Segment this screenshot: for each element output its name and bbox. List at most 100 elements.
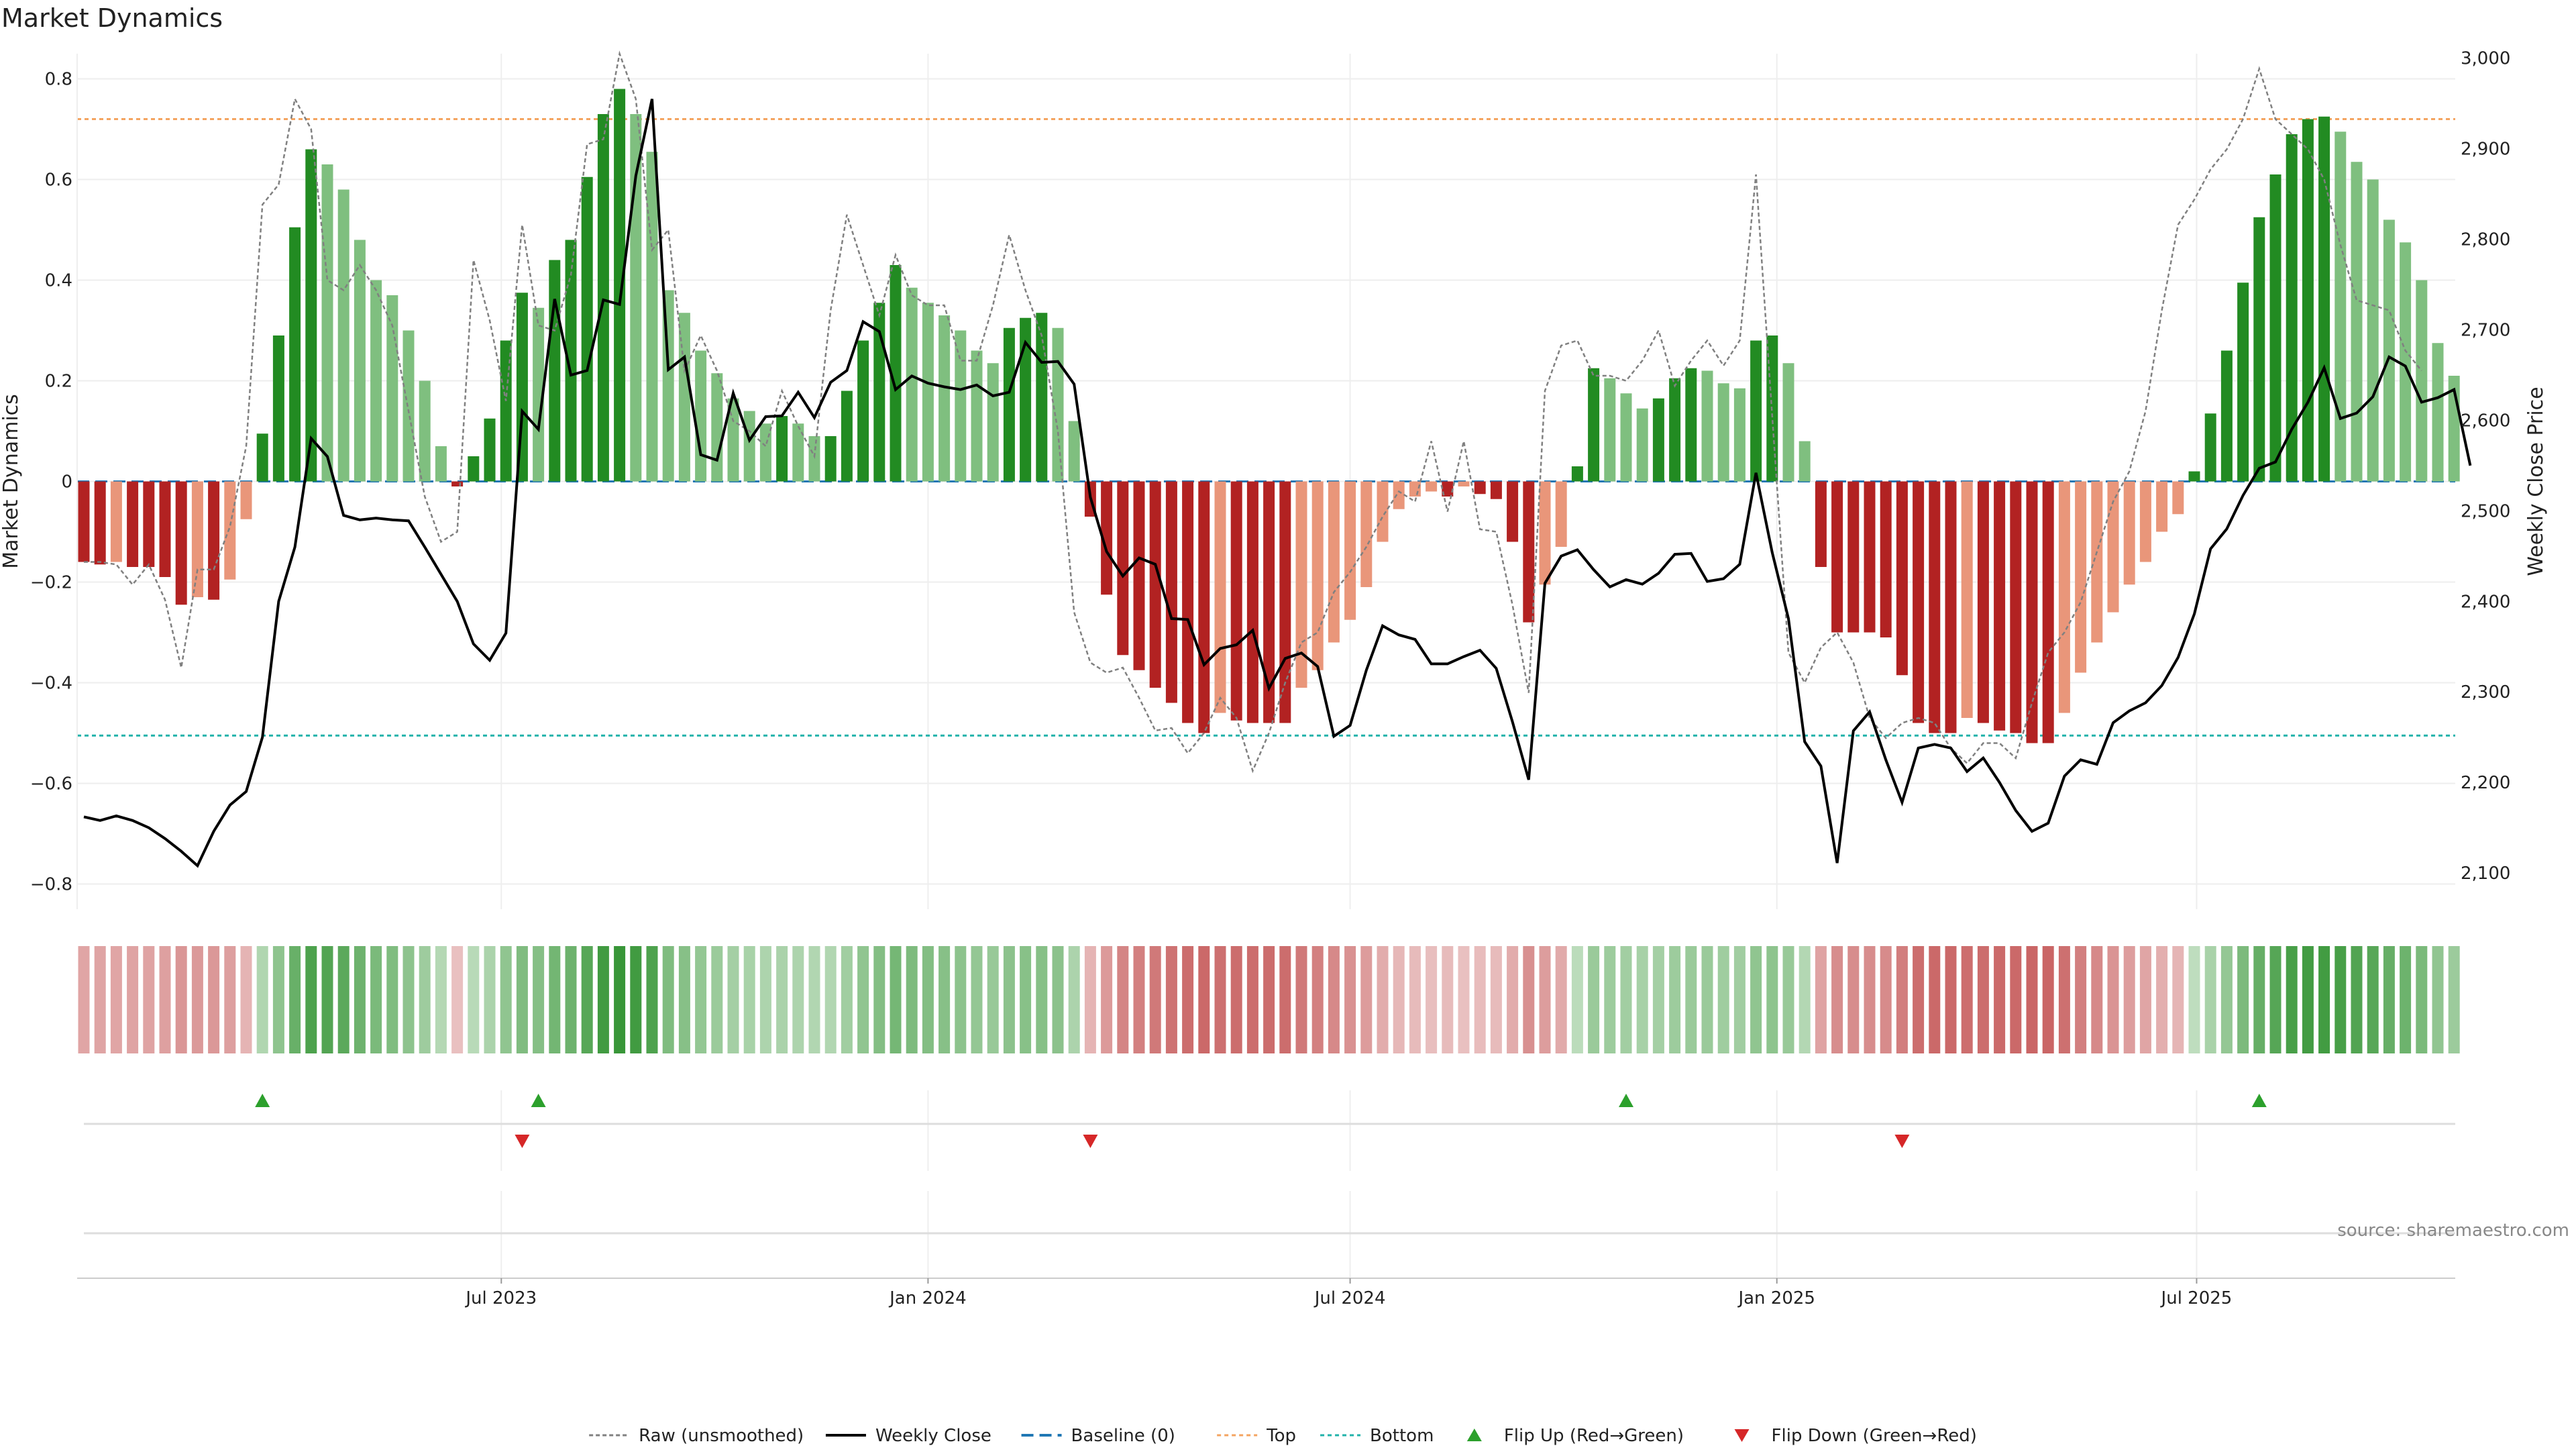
regime-strip-cell	[2058, 946, 2070, 1053]
regime-strip-cell	[1636, 946, 1648, 1053]
market-dynamics-bar	[337, 189, 350, 482]
market-dynamics-bar	[987, 363, 999, 482]
market-dynamics-bar	[2139, 481, 2151, 562]
regime-strip-cell	[2400, 946, 2412, 1053]
regime-strip-cell	[1458, 946, 1470, 1053]
regime-strip-cell	[94, 946, 106, 1053]
market-dynamics-bar	[1020, 317, 1032, 482]
regime-strip-cell	[1230, 946, 1242, 1053]
market-dynamics-bar	[2367, 179, 2379, 482]
regime-strip-cell	[1945, 946, 1957, 1053]
legend-item-raw: Raw (unsmoothed)	[589, 1426, 804, 1446]
regime-strip-cell	[1896, 946, 1908, 1053]
left-tick-label: 0.4	[45, 271, 72, 291]
left-tick-label: 0	[61, 472, 72, 492]
market-dynamics-bar	[565, 240, 577, 482]
regime-strip-cell	[1766, 946, 1778, 1053]
market-dynamics-bar	[2042, 481, 2054, 743]
market-dynamics-bar	[711, 373, 723, 482]
regime-strip-cell	[1847, 946, 1860, 1053]
regime-strip-cell	[1701, 946, 1713, 1053]
regime-strip-cell	[1246, 946, 1258, 1053]
regime-strip-cell	[1782, 946, 1794, 1053]
regime-strip-cell	[468, 946, 480, 1053]
date-tick-label: Jul 2023	[464, 1288, 537, 1308]
market-dynamics-bar	[2400, 242, 2412, 482]
regime-strip-cell	[2237, 946, 2249, 1053]
market-dynamics-bar	[1198, 481, 1210, 733]
regime-strip-cell	[208, 946, 220, 1053]
market-dynamics-bar	[1523, 481, 1535, 623]
legend: Raw (unsmoothed) Weekly Close Baseline (0)…	[589, 1426, 1977, 1446]
market-dynamics-bar	[922, 303, 934, 482]
market-dynamics-bar	[1929, 481, 1941, 733]
market-dynamics-bar	[370, 280, 382, 482]
regime-strip-cell	[1328, 946, 1340, 1053]
market-dynamics-bar	[240, 481, 252, 519]
regime-strip-cell	[597, 946, 609, 1053]
right-tick-label: 2,100	[2461, 864, 2510, 884]
left-axis-label: Market Dynamics	[0, 394, 23, 569]
regime-strip-cell	[678, 946, 690, 1053]
legend-item-flip-up: Flip Up (Red→Green)	[1466, 1426, 1684, 1446]
market-dynamics-bar	[1669, 378, 1681, 482]
market-dynamics-bar	[597, 114, 609, 482]
market-dynamics-bar	[1685, 368, 1697, 482]
regime-strip-cell	[938, 946, 951, 1053]
regime-strip-cell	[1490, 946, 1502, 1053]
market-dynamics-bar	[1701, 370, 1713, 482]
market-dynamics-bar	[484, 418, 496, 482]
regime-strip-cell	[1977, 946, 1989, 1053]
axes: 0.8 0.6 0.4 0.2 0 −0.2 −0.4 −0.6 −0.8 3,000 2,900 2…	[0, 49, 2548, 909]
market-dynamics-bar	[2286, 134, 2298, 482]
date-tick-label: Jan 2025	[1737, 1288, 1815, 1308]
regime-strip-cell	[2010, 946, 2022, 1053]
regime-strip-cell	[1409, 946, 1421, 1053]
market-dynamics-bar	[2188, 471, 2200, 482]
regime-strip-cell	[792, 946, 804, 1053]
flip-down-marker	[1894, 1135, 1910, 1148]
market-dynamics-bar	[451, 481, 464, 486]
market-dynamics-bar	[159, 481, 171, 577]
legend-item-weekly-close: Weekly Close	[825, 1426, 991, 1446]
market-dynamics-bar	[890, 265, 902, 482]
regime-strip-cell	[354, 946, 366, 1053]
regime-strip-cell	[305, 946, 317, 1053]
regime-strip-cell	[2156, 946, 2168, 1053]
regime-strip-cell	[402, 946, 415, 1053]
flip-down-marker	[515, 1135, 530, 1148]
market-dynamics-bar	[955, 330, 967, 482]
right-tick-label: 2,700	[2461, 321, 2510, 341]
regime-strip-cell	[2286, 946, 2298, 1053]
regime-strip-cell	[500, 946, 512, 1053]
market-dynamics-bar	[1101, 481, 1113, 595]
market-dynamics-bar	[1068, 421, 1080, 482]
market-dynamics-bar	[354, 240, 366, 482]
legend-label: Flip Up (Red→Green)	[1504, 1426, 1684, 1446]
market-dynamics-bar	[1036, 313, 1048, 482]
regime-strip-cell	[630, 946, 642, 1053]
market-dynamics-bar	[1782, 363, 1794, 482]
empty-panel: Jul 2023 Jan 2024 Jul 2024 Jan 2025 Jul 2025	[77, 1232, 2455, 1308]
regime-strip-cell	[2075, 946, 2087, 1053]
market-dynamics-bar	[971, 350, 983, 482]
market-dynamics-bar	[1279, 481, 1291, 723]
market-dynamics-bar	[1880, 481, 1892, 637]
regime-strip-cell	[841, 946, 853, 1053]
regime-strip-cell	[1604, 946, 1616, 1053]
regime-strip-cell	[1442, 946, 1454, 1053]
market-dynamics-bar	[1133, 481, 1145, 670]
market-dynamics-bar	[1636, 408, 1648, 482]
regime-strip-cell	[143, 946, 155, 1053]
weekly-close-series	[83, 99, 2472, 868]
right-tick-label: 3,000	[2461, 49, 2510, 69]
market-dynamics-bar	[2058, 481, 2070, 713]
market-dynamics-bar	[1847, 481, 1860, 633]
market-dynamics-bar	[1214, 481, 1226, 713]
regime-strip-cell	[1669, 946, 1681, 1053]
market-dynamics-bar	[1750, 340, 1762, 482]
regime-strip-cell	[1295, 946, 1307, 1053]
regime-strip-cell	[516, 946, 528, 1053]
market-dynamics-bar	[1977, 481, 1989, 723]
regime-strip-cell	[824, 946, 837, 1053]
